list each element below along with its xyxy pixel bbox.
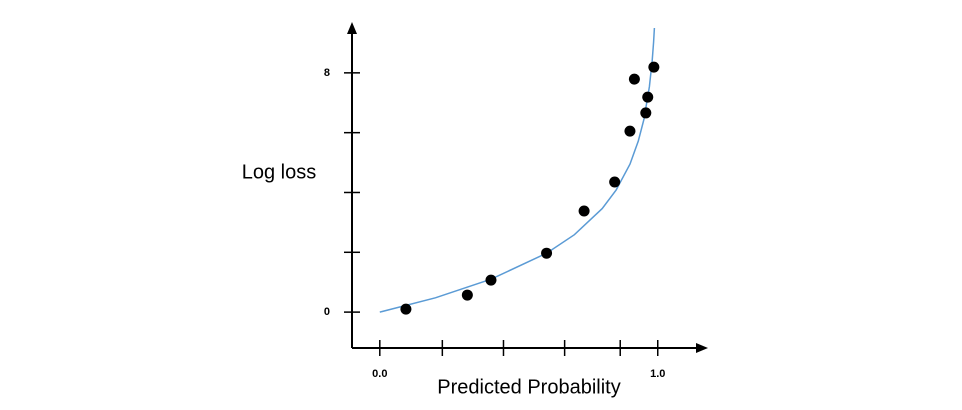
x-axis-arrow bbox=[696, 343, 708, 353]
data-point bbox=[609, 176, 621, 188]
data-point bbox=[485, 274, 497, 286]
y-axis-arrow bbox=[347, 22, 357, 34]
y-tick-label: 8 bbox=[324, 67, 330, 79]
fit-curve bbox=[379, 27, 656, 313]
x-tick-label: 1.0 bbox=[650, 368, 665, 380]
data-point bbox=[400, 303, 412, 315]
y-axis-label: Log loss bbox=[242, 161, 317, 183]
x-axis-label: Predicted Probability bbox=[437, 376, 620, 398]
data-point bbox=[640, 107, 652, 119]
data-point bbox=[578, 205, 590, 217]
data-point bbox=[461, 289, 473, 301]
x-tick-label: 0.0 bbox=[372, 368, 387, 380]
data-point bbox=[628, 73, 640, 85]
y-tick-label: 0 bbox=[324, 306, 330, 318]
data-point bbox=[648, 61, 660, 73]
data-point bbox=[624, 125, 636, 137]
data-point bbox=[642, 91, 654, 103]
data-point bbox=[541, 247, 553, 259]
